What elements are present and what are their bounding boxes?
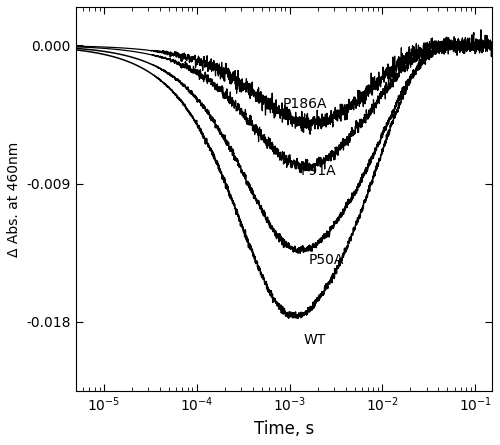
Text: P50A: P50A bbox=[308, 254, 344, 267]
Text: WT: WT bbox=[303, 333, 326, 348]
Y-axis label: Δ Abs. at 460nm: Δ Abs. at 460nm bbox=[7, 142, 21, 257]
Text: P91A: P91A bbox=[300, 164, 336, 178]
X-axis label: Time, s: Time, s bbox=[254, 420, 314, 438]
Text: P186A: P186A bbox=[283, 97, 328, 111]
